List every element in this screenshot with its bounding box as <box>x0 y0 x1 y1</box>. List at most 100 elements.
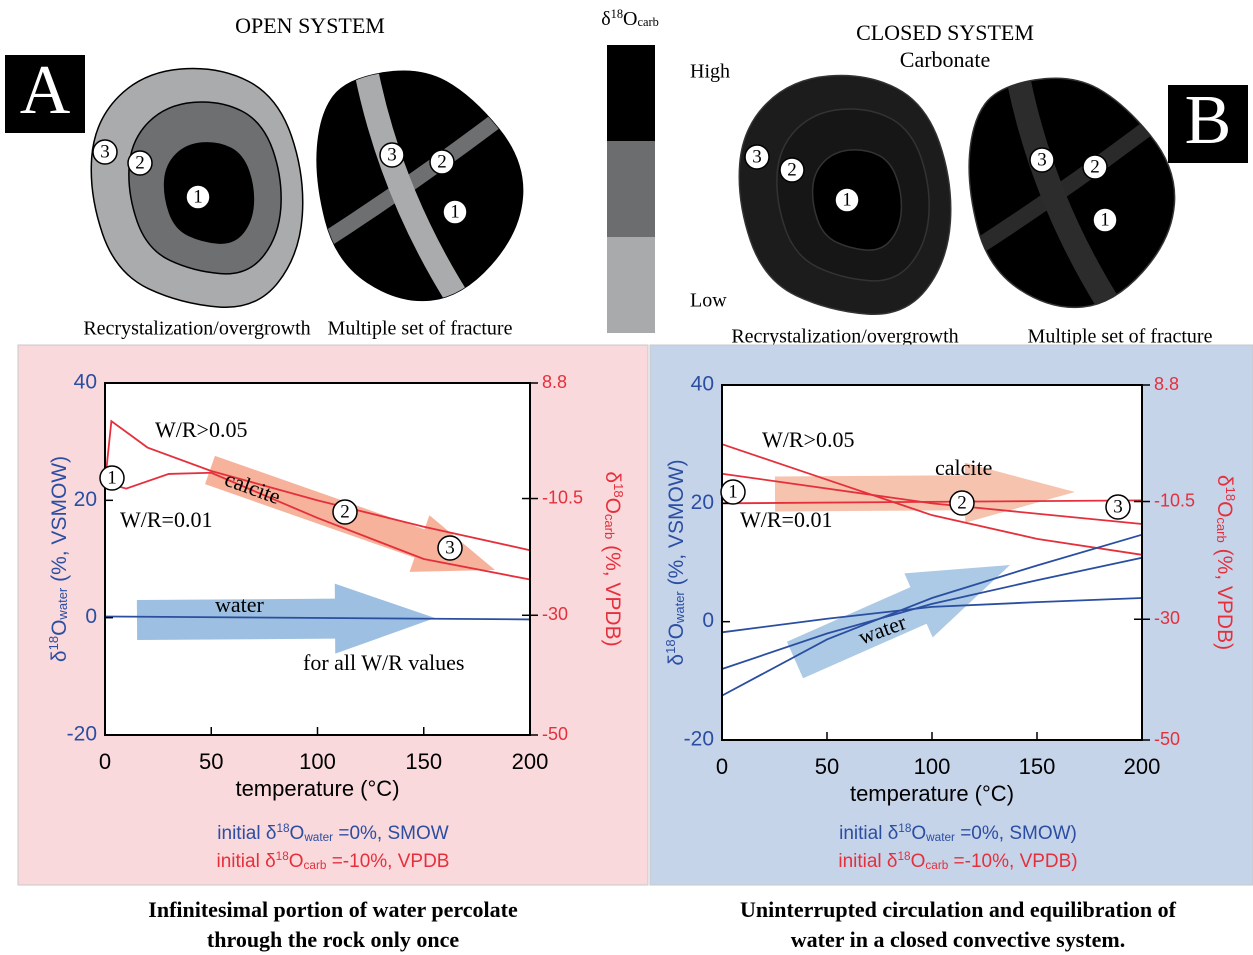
trend-arrow <box>786 565 1010 679</box>
scale-swatch <box>607 45 655 141</box>
text-part: δ <box>601 8 610 30</box>
rock-label: Recrystalization/overgrowth <box>731 326 958 348</box>
text-part: δ <box>665 654 688 666</box>
initial-note: initial δ18Owater =0%, SMOW) <box>839 822 1077 844</box>
series-line <box>104 615 531 621</box>
initial-note: initial δ18Owater =0%, SMOW <box>217 822 448 844</box>
y-tick-label: 40 <box>691 373 714 396</box>
y2-axis-label: δ18Ocarb (%, VPDB) <box>601 471 625 646</box>
text-part: (%, VPDB) <box>601 539 624 646</box>
text-part: carb <box>304 859 327 872</box>
text-part: water <box>303 831 333 844</box>
y-tick-label: -20 <box>67 723 97 746</box>
text-part: δ <box>48 650 71 662</box>
text-part: water <box>672 591 687 624</box>
text-part: δ <box>1213 475 1236 487</box>
y2-tick-label: -10.5 <box>1154 490 1195 510</box>
caption: Uninterrupted circulation and equilibrat… <box>740 897 1177 922</box>
text-part: initial δ <box>838 851 897 872</box>
text-part: O <box>623 8 637 30</box>
marker-label: 3 <box>1037 149 1047 170</box>
x-tick-label: 100 <box>299 749 336 774</box>
marker-circle <box>744 144 770 170</box>
marker-circle <box>442 199 468 225</box>
y2-tick-label: 8.8 <box>542 372 567 392</box>
series-line <box>721 533 1143 697</box>
marker-label: 3 <box>100 141 110 162</box>
y-tick-label: 20 <box>74 488 97 511</box>
y2-tick-label: -50 <box>1154 729 1180 749</box>
text-part: O <box>601 498 624 514</box>
caption: Infinitesimal portion of water percolate <box>148 897 518 922</box>
series-line <box>721 597 1143 634</box>
y-tick-label: 40 <box>74 371 97 394</box>
text-part: 18 <box>611 483 626 497</box>
marker-label: 1 <box>107 467 117 488</box>
marker-label: 2 <box>957 492 967 513</box>
series-line <box>721 443 1143 556</box>
text-part: 18 <box>663 639 678 653</box>
y2-tick-label: -10.5 <box>542 487 583 507</box>
plot-area <box>722 385 1142 740</box>
marker-label: 3 <box>752 146 762 167</box>
marker-circle <box>437 535 463 561</box>
scale-label: Low <box>690 290 727 312</box>
trend-arrow <box>136 583 435 654</box>
y-tick-label: 0 <box>702 609 714 632</box>
annotation: W/R=0.01 <box>740 507 832 532</box>
marker-circle <box>949 490 975 516</box>
trend-arrow <box>774 462 1075 523</box>
series-line <box>721 472 1143 525</box>
text-part: 18 <box>898 850 912 863</box>
text-part: O <box>48 620 71 636</box>
panel-letter: B <box>1185 82 1232 159</box>
rock-label: Multiple set of fracture <box>1028 326 1213 348</box>
text-part: 18 <box>1223 487 1238 501</box>
annotation: W/R=0.01 <box>120 507 212 532</box>
text-part: O <box>290 823 305 844</box>
annotation: W/R>0.05 <box>762 427 854 452</box>
series-line <box>104 471 531 581</box>
annotation: calcite <box>935 455 992 480</box>
panel-letter-box <box>5 55 85 133</box>
marker-circle <box>1082 154 1108 180</box>
marker-label: 1 <box>450 201 460 222</box>
x-tick-label: 0 <box>99 749 111 774</box>
marker-label: 1 <box>1100 209 1110 230</box>
marker-label: 1 <box>842 189 852 210</box>
text-part: water <box>925 831 955 844</box>
panel-letter-box <box>1168 85 1248 163</box>
marker-label: 2 <box>437 151 447 172</box>
x-tick-label: 50 <box>199 749 223 774</box>
text-part: (%, VPDB) <box>1213 543 1236 650</box>
text-part: 18 <box>898 822 912 835</box>
x-tick-label: 200 <box>512 749 549 774</box>
text-part: O <box>289 851 304 872</box>
marker-circle <box>99 465 125 491</box>
initial-note: initial δ18Ocarb =-10%, VPDB) <box>838 850 1077 872</box>
text-part: =0%, SMOW) <box>955 823 1077 844</box>
scale-swatch <box>607 141 655 237</box>
text-part: O <box>911 823 926 844</box>
x-axis-label: temperature (°C) <box>235 776 399 801</box>
y-tick-label: -20 <box>684 728 714 751</box>
marker-circle <box>834 187 860 213</box>
scale-title: δ18Ocarb <box>601 7 659 30</box>
text-part: initial δ <box>839 823 898 844</box>
text-part: =0%, SMOW <box>333 823 449 844</box>
text-part: carb <box>637 15 658 29</box>
marker-circle <box>779 157 805 183</box>
series-line <box>721 556 1143 670</box>
marker-circle <box>720 479 746 505</box>
marker-label: 3 <box>1113 496 1123 517</box>
annotation: W/R>0.05 <box>155 417 247 442</box>
panel-title: CLOSED SYSTEM <box>856 20 1034 45</box>
text-part: (%, VSMOW) <box>665 459 688 591</box>
rock-label: Recrystalization/overgrowth <box>83 318 310 340</box>
text-part: carb <box>602 514 617 539</box>
series-line <box>104 419 531 552</box>
text-part: 18 <box>46 636 61 650</box>
marker-label: 2 <box>1090 156 1100 177</box>
y-axis-label: δ18Owater (%, VSMOW) <box>663 459 687 665</box>
panel-letter: A <box>20 52 71 129</box>
